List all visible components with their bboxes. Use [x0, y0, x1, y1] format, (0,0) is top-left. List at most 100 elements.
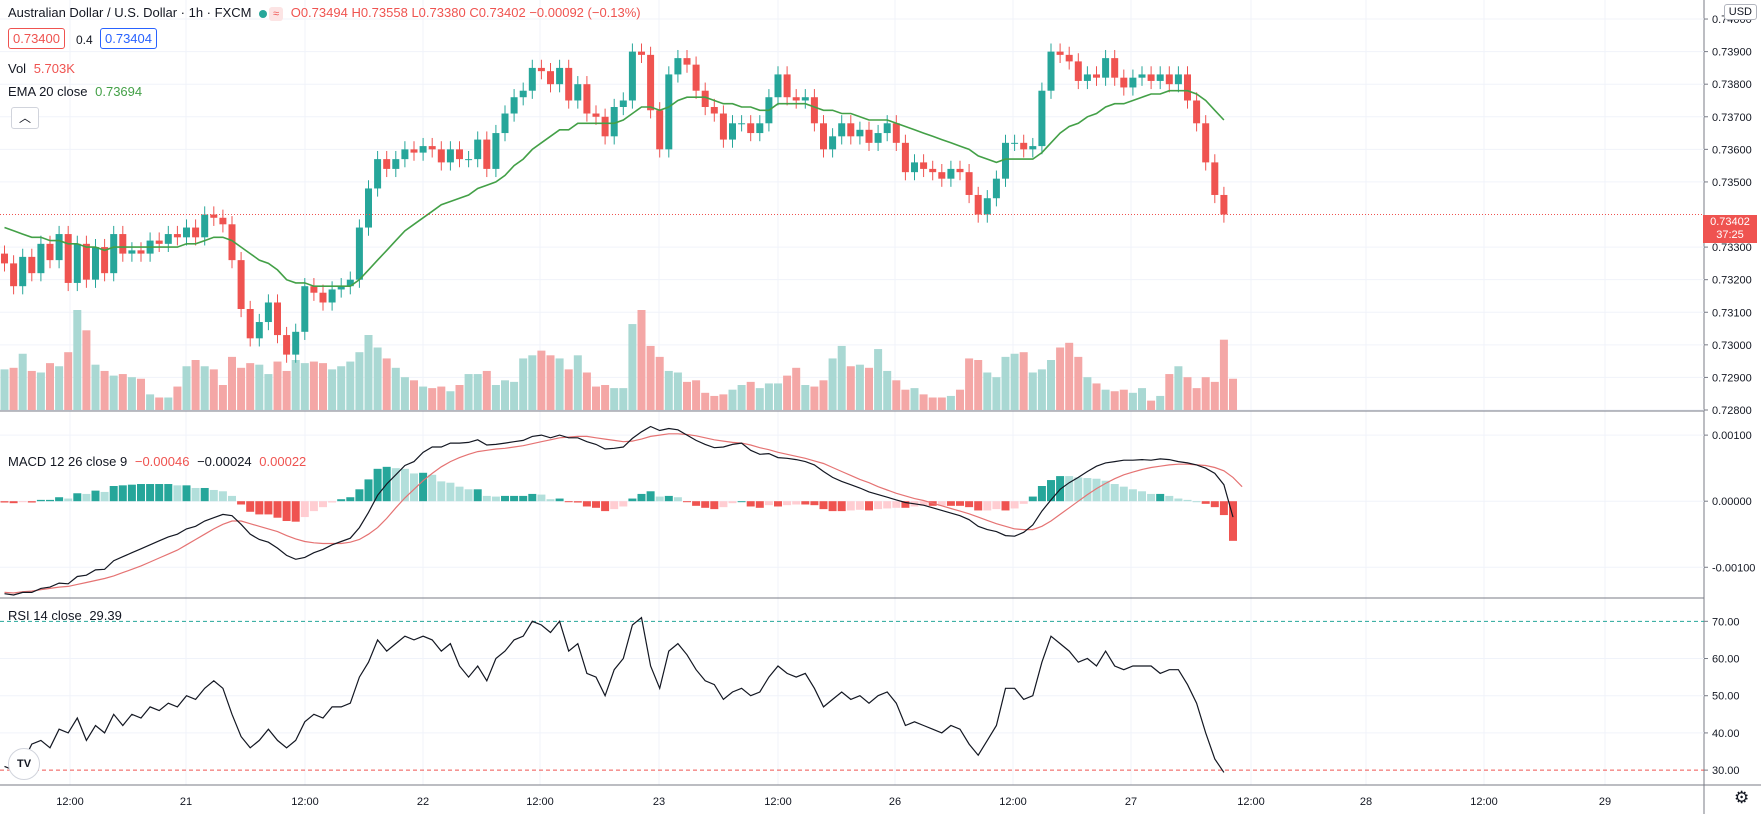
volume-legend[interactable]: Vol 5.703K	[8, 61, 75, 76]
volume-bar	[1147, 400, 1156, 410]
volume-bar	[1056, 347, 1065, 410]
tradingview-logo-icon[interactable]: TV	[8, 748, 40, 780]
macd-histogram-bar	[692, 501, 701, 506]
market-open-icon	[259, 9, 268, 18]
macd-histogram-bar	[1174, 498, 1183, 502]
spread-value: 0.4	[76, 33, 93, 47]
macd-histogram-bar	[1101, 480, 1110, 502]
gear-icon[interactable]: ⚙	[1734, 788, 1750, 807]
macd-histogram-bar	[783, 501, 792, 506]
volume-bar	[118, 374, 127, 410]
candle-body	[419, 146, 427, 153]
candle-body	[792, 97, 800, 101]
candle-body	[992, 178, 1000, 199]
candle-body	[19, 256, 27, 287]
macd-histogram-bar	[173, 485, 182, 502]
candle-body	[1156, 74, 1164, 81]
macd-line-value: −0.00024	[197, 454, 252, 469]
volume-bar	[200, 366, 209, 410]
macd-histogram-bar	[1074, 477, 1083, 502]
candle-body	[820, 123, 827, 150]
rsi-value: 29.39	[89, 608, 122, 623]
volume-bar	[901, 389, 910, 410]
volume-bar	[319, 363, 327, 410]
candle-body	[856, 129, 864, 137]
macd-histogram-bar	[655, 496, 664, 502]
volume-bar	[874, 349, 883, 410]
volume-bar	[273, 361, 282, 410]
macd-histogram-bar	[255, 501, 264, 515]
macd-histogram-bar	[1010, 501, 1019, 509]
candle-body	[874, 133, 882, 143]
time-tick-label: 12:00	[764, 796, 792, 808]
macd-histogram-bar	[501, 495, 509, 502]
volume-bar	[710, 395, 719, 410]
candle-body	[183, 227, 190, 238]
candle-body	[565, 67, 573, 101]
candle-body	[783, 74, 791, 98]
time-tick-label: 12:00	[526, 796, 554, 808]
candle-body	[474, 139, 482, 160]
macd-histogram-bar	[328, 501, 337, 503]
macd-histogram-bar	[1047, 480, 1055, 502]
candle-body	[192, 227, 200, 238]
current-price-label: 0.73402 37:25	[1703, 215, 1757, 243]
volume-bar	[892, 380, 901, 410]
macd-histogram-bar	[218, 491, 227, 502]
symbol-legend: Australian Dollar / U.S. Dollar · 1h · F…	[8, 5, 641, 21]
collapse-legend-button[interactable]: ︿	[11, 107, 39, 129]
symbol-title[interactable]: Australian Dollar / U.S. Dollar · 1h · F…	[8, 5, 252, 20]
candle-body	[920, 162, 928, 169]
macd-label: MACD 12 26 close 9	[8, 454, 128, 469]
macd-histogram-bar	[956, 501, 964, 506]
volume-bar	[755, 388, 764, 410]
price-tick-label: 0.73800	[1712, 79, 1752, 91]
volume-bar	[1037, 369, 1046, 410]
volume-bar	[282, 370, 291, 410]
volume-bar	[164, 397, 173, 410]
volume-bar	[127, 377, 136, 410]
volume-bar	[1074, 356, 1083, 410]
buy-button[interactable]: 0.73404	[100, 28, 157, 49]
market-status[interactable]: ≈	[259, 6, 284, 21]
candle-body	[173, 234, 181, 238]
rsi-legend[interactable]: RSI 14 close 29.39	[8, 608, 122, 623]
volume-bar	[9, 367, 18, 410]
macd-histogram-bar	[855, 501, 864, 510]
volume-bar	[855, 364, 864, 410]
volume-bar	[582, 372, 591, 410]
macd-histogram-bar	[137, 484, 145, 502]
volume-bar	[64, 352, 73, 410]
time-tick-label: 12:00	[291, 796, 319, 808]
volume-bar	[965, 358, 974, 410]
candle-body	[110, 234, 118, 274]
macd-histogram-bar	[992, 501, 1001, 510]
macd-histogram-bar	[164, 484, 173, 502]
volume-bar	[1210, 381, 1219, 410]
macd-histogram-bar	[874, 501, 883, 510]
candle-body	[319, 292, 327, 303]
macd-histogram-bar	[355, 489, 364, 502]
sell-button[interactable]: 0.73400	[8, 28, 65, 49]
macd-histogram-bar	[346, 497, 355, 502]
currency-selector[interactable]: USD	[1723, 4, 1757, 20]
rsi-tick-label: 40.00	[1712, 728, 1740, 740]
candle-body	[274, 302, 281, 336]
macd-histogram-bar	[801, 501, 810, 505]
candle-body	[547, 71, 554, 85]
macd-legend[interactable]: MACD 12 26 close 9 −0.00046 −0.00024 0.0…	[8, 454, 306, 469]
volume-bar	[683, 381, 691, 410]
candle-body	[292, 331, 300, 355]
volume-bar	[801, 385, 810, 410]
volume-bar	[637, 310, 646, 410]
candle-body	[55, 234, 63, 261]
volume-bar	[628, 324, 637, 410]
volume-bar	[846, 366, 855, 410]
macd-signal-value: 0.00022	[259, 454, 307, 469]
macd-histogram-bar	[82, 493, 91, 502]
candle-body	[1138, 74, 1146, 78]
ema-legend[interactable]: EMA 20 close 0.73694	[8, 84, 142, 99]
macd-histogram-bar	[683, 501, 691, 503]
macd-histogram-bar	[237, 501, 246, 505]
